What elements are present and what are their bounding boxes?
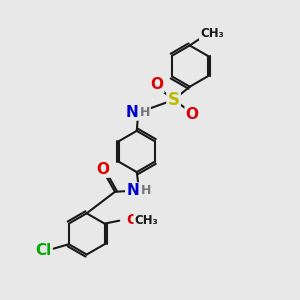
Text: CH₃: CH₃ [134, 214, 158, 226]
Text: N: N [125, 104, 138, 119]
Text: Cl: Cl [35, 243, 51, 258]
Text: H: H [140, 106, 150, 118]
Text: O: O [127, 213, 139, 227]
Text: O: O [150, 77, 163, 92]
Text: CH₃: CH₃ [200, 27, 224, 40]
Text: N: N [126, 183, 139, 198]
Text: H: H [140, 184, 151, 197]
Text: S: S [168, 91, 180, 109]
Text: O: O [186, 107, 199, 122]
Text: O: O [97, 162, 110, 177]
